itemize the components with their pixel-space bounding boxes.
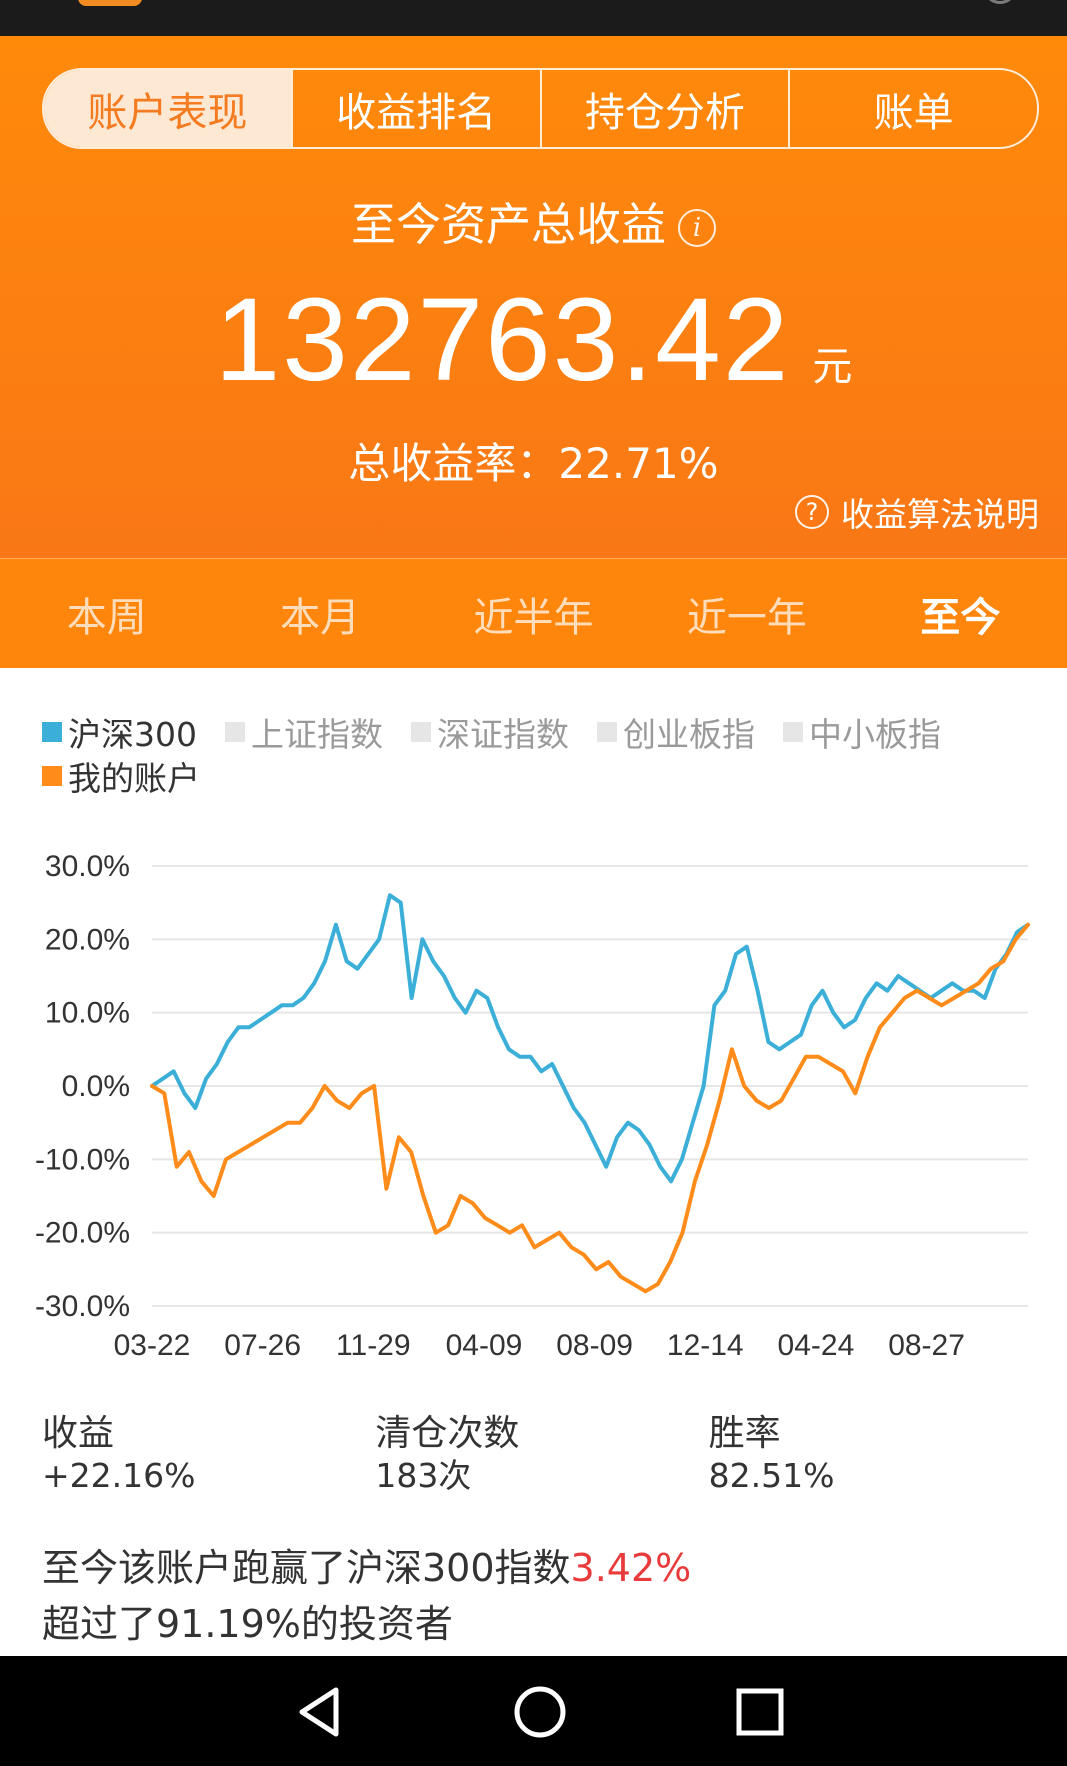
legend-label: 沪深300: [68, 715, 197, 754]
x-tick-label: 04-24: [778, 1329, 855, 1362]
algorithm-explanation-link[interactable]: ? 收益算法说明: [795, 488, 1039, 536]
legend-label: 创业板指: [623, 715, 755, 754]
segmented-tabs: 账户表现 收益排名 持仓分析 账单: [42, 68, 1039, 149]
legend-item-sme[interactable]: 中小板指: [783, 710, 941, 754]
period-tab-year[interactable]: 近一年: [686, 594, 807, 641]
legend-swatch: [42, 722, 62, 742]
y-tick-label: 0.0%: [62, 1070, 130, 1103]
outperform-value: 3.42%: [570, 1546, 692, 1590]
stat-liquidations: 清仓次数 183次: [375, 1412, 708, 1496]
x-tick-label: 07-26: [224, 1329, 301, 1362]
info-icon[interactable]: i: [678, 209, 716, 247]
stat-win-rate: 胜率 82.51%: [709, 1412, 1042, 1496]
stat-value: 82.51%: [708, 1456, 835, 1495]
total-rate-row: 总收益率：22.71%: [0, 430, 1067, 491]
stat-label: 清仓次数: [375, 1413, 520, 1454]
status-icon: [983, 0, 1017, 4]
period-tab-week[interactable]: 本周: [66, 594, 147, 641]
tab-bill[interactable]: 账单: [788, 70, 1037, 147]
stat-label: 收益: [42, 1413, 115, 1454]
y-tick-label: -30.0%: [35, 1290, 130, 1323]
x-tick-label: 08-27: [888, 1329, 965, 1362]
stat-value: +22.16%: [42, 1456, 196, 1495]
legend-label: 中小板指: [809, 715, 941, 754]
period-tab-month[interactable]: 本月: [280, 594, 361, 641]
x-tick-label: 11-29: [336, 1329, 411, 1362]
period-selector: 本周 本月 近半年 近一年 至今: [0, 558, 1067, 668]
stat-profit: 收益 +22.16%: [42, 1412, 375, 1496]
total-profit-value: 132763.42: [214, 274, 791, 406]
total-rate-value: 22.71%: [558, 439, 719, 488]
tab-profit-ranking[interactable]: 收益排名: [290, 70, 540, 147]
stats-row: 收益 +22.16% 清仓次数 183次 胜率 82.51%: [42, 1412, 1042, 1496]
chart-legend: 沪深300 上证指数 深证指数 创业板指 中小板指 我的账户: [42, 710, 1032, 798]
tab-account-performance[interactable]: 账户表现: [44, 70, 291, 147]
y-tick-label: -20.0%: [35, 1217, 130, 1250]
legend-item-shanghai[interactable]: 上证指数: [225, 710, 383, 754]
tab-position-analysis[interactable]: 持仓分析: [539, 70, 789, 147]
algorithm-explanation-label: 收益算法说明: [841, 495, 1039, 534]
x-tick-label: 12-14: [667, 1329, 744, 1362]
period-tab-to-date[interactable]: 至今: [920, 594, 1001, 641]
legend-swatch: [42, 766, 62, 786]
legend-item-chinext[interactable]: 创业板指: [597, 710, 755, 754]
y-tick-label: 20.0%: [45, 923, 130, 956]
recents-square-icon[interactable]: [732, 1684, 788, 1740]
y-tick-label: -10.0%: [35, 1143, 130, 1176]
legend-label: 深证指数: [437, 715, 569, 754]
total-rate-label: 总收益率：: [348, 439, 559, 488]
legend-label: 我的账户: [68, 759, 200, 798]
stat-value: 183次: [375, 1456, 472, 1495]
back-triangle-icon[interactable]: [292, 1684, 348, 1740]
x-tick-label: 04-09: [446, 1329, 523, 1362]
legend-swatch: [411, 722, 431, 742]
series-line-my-account: [150, 922, 1030, 1294]
legend-swatch: [783, 722, 803, 742]
summary-text: 至今该账户跑赢了沪深300指数: [42, 1546, 571, 1590]
legend-label: 上证指数: [251, 715, 383, 754]
notification-app-icon: [78, 0, 142, 6]
y-tick-label: 10.0%: [45, 997, 130, 1030]
home-circle-icon[interactable]: [512, 1684, 568, 1740]
system-navigation-bar: [0, 1656, 1067, 1766]
help-icon: ?: [795, 495, 829, 529]
y-tick-label: 30.0%: [45, 850, 130, 883]
total-profit-label: 至今资产总收益: [350, 198, 666, 251]
returns-line-chart[interactable]: 30.0% 20.0% 10.0% 0.0% -10.0% -20.0% -30.0% 03-…: [0, 830, 1067, 1370]
legend-item-shenzhen[interactable]: 深证指数: [411, 710, 569, 754]
summary-line-2: 超过了91.19%的投资者: [42, 1602, 453, 1646]
summary-line-1: 至今该账户跑赢了沪深300指数3.42%: [42, 1540, 691, 1596]
x-tick-label: 03-22: [114, 1329, 191, 1362]
stat-label: 胜率: [708, 1413, 781, 1454]
performance-summary: 至今该账户跑赢了沪深300指数3.42% 超过了91.19%的投资者: [42, 1540, 691, 1652]
legend-swatch: [225, 722, 245, 742]
header-panel: 账户表现 收益排名 持仓分析 账单 至今资产总收益 i 132763.42 元 总收…: [0, 36, 1067, 558]
x-tick-label: 08-09: [556, 1329, 633, 1362]
period-tab-half-year[interactable]: 近半年: [473, 594, 594, 641]
total-profit-unit: 元: [812, 344, 853, 390]
legend-item-hs300[interactable]: 沪深300: [42, 710, 197, 754]
legend-swatch: [597, 722, 617, 742]
legend-item-my-account[interactable]: 我的账户: [42, 754, 200, 798]
total-profit-title: 至今资产总收益 i: [0, 188, 1067, 253]
series-line-hs300: [150, 893, 1030, 1184]
total-profit-row: 132763.42 元: [0, 272, 1067, 408]
status-bar: [0, 0, 1067, 36]
